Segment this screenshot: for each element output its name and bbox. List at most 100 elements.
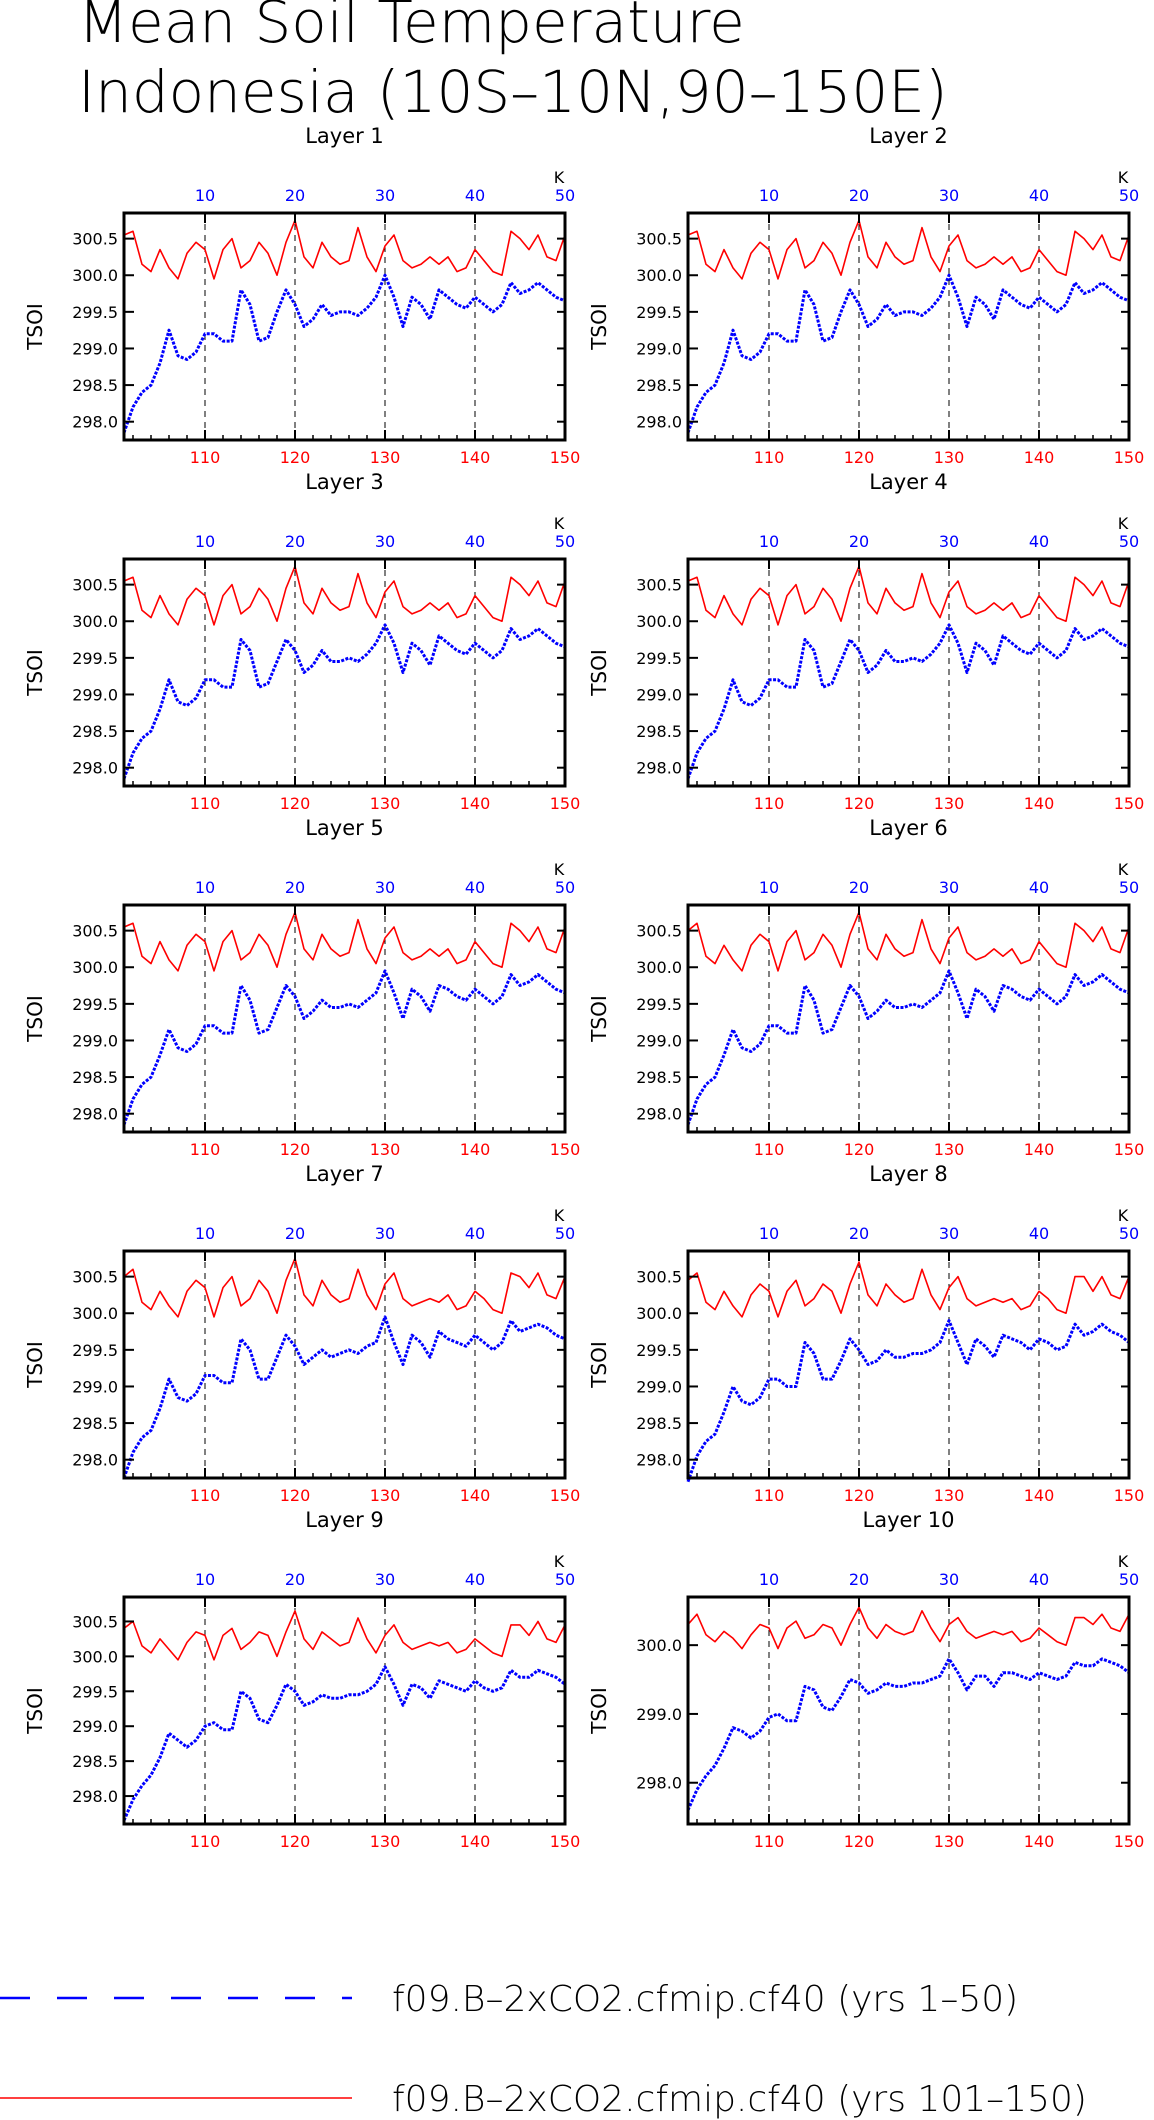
y-tick-label: 300.5 — [72, 922, 118, 941]
series-yrs-101-150-line — [123, 911, 566, 972]
panel-title: Layer 1 — [305, 124, 384, 148]
x-tick-label-top: 50 — [1119, 1570, 1139, 1589]
y-tick-label: 300.5 — [72, 230, 118, 249]
x-tick-label-bottom: 130 — [934, 448, 965, 467]
x-tick-label-top: 20 — [849, 1570, 869, 1589]
x-tick-label-top: 10 — [759, 532, 779, 551]
x-tick-label-top: 20 — [849, 878, 869, 897]
chart-panel-3: Layer 3 298.0 298.5 299.0 299.5 300.0 300.5 TSO… — [23, 470, 580, 813]
x-tick-label-bottom: 140 — [1024, 1486, 1055, 1505]
x-tick-label-top: 50 — [555, 1570, 575, 1589]
plot-frame — [122, 557, 567, 788]
panel-title: Layer 3 — [305, 470, 384, 494]
y-axis-label: TSOI — [587, 303, 611, 351]
x-tick-label-top: 40 — [1029, 878, 1049, 897]
x-tick-label-top: 20 — [849, 1224, 869, 1243]
top-axis-unit-label: K — [554, 860, 565, 879]
y-tick-label: 299.0 — [72, 1031, 118, 1050]
y-axis-label: TSOI — [587, 995, 611, 1043]
x-tick-label-bottom: 130 — [934, 794, 965, 813]
x-tick-label-top: 20 — [285, 1224, 305, 1243]
series-yrs-101-150-line — [123, 1610, 566, 1661]
x-tick-label-bottom: 120 — [844, 448, 875, 467]
x-tick-label-top: 10 — [195, 1224, 215, 1243]
x-tick-label-bottom: 110 — [754, 794, 785, 813]
y-tick-label: 299.0 — [72, 1377, 118, 1396]
y-tick-label: 300.5 — [72, 576, 118, 595]
y-tick-label: 298.5 — [72, 1414, 118, 1433]
chart-panel-1: Layer 1 298.0 298.5 299.0 299.5 300.0 300.5 TSO… — [23, 124, 580, 467]
top-axis-unit-label: K — [1118, 514, 1129, 533]
legend-label-1: f09.B–2xCO2.cfmip.cf40 (yrs 1–50) — [392, 1979, 1018, 2020]
y-tick-label: 298.5 — [72, 376, 118, 395]
x-tick-label-bottom: 130 — [370, 448, 401, 467]
x-tick-label-bottom: 110 — [190, 794, 221, 813]
x-tick-label-top: 20 — [285, 1570, 305, 1589]
y-tick-label: 299.0 — [636, 1705, 682, 1724]
x-tick-label-top: 40 — [1029, 532, 1049, 551]
x-tick-label-top: 50 — [555, 186, 575, 205]
y-tick-label: 300.0 — [636, 1636, 682, 1655]
y-tick-label: 299.5 — [636, 649, 682, 668]
x-tick-label-top: 10 — [759, 878, 779, 897]
panel-title: Layer 10 — [863, 1508, 955, 1532]
x-tick-label-bottom: 120 — [280, 794, 311, 813]
y-tick-label: 299.0 — [72, 685, 118, 704]
y-axis-label: TSOI — [587, 649, 611, 697]
y-tick-label: 299.5 — [72, 1682, 118, 1701]
x-tick-label-bottom: 150 — [550, 794, 581, 813]
panel-title: Layer 4 — [869, 470, 948, 494]
x-tick-label-bottom: 150 — [1114, 1832, 1145, 1851]
x-tick-label-bottom: 110 — [754, 1486, 785, 1505]
x-tick-label-bottom: 140 — [1024, 1140, 1055, 1159]
x-tick-label-bottom: 150 — [1114, 1140, 1145, 1159]
series-yrs-1-50-line — [122, 1315, 566, 1479]
top-axis-unit-label: K — [1118, 168, 1129, 187]
plot-frame — [686, 903, 1131, 1134]
panel-title: Layer 2 — [869, 124, 948, 148]
y-tick-label: 300.0 — [636, 1304, 682, 1323]
x-tick-label-bottom: 130 — [934, 1140, 965, 1159]
y-tick-label: 298.5 — [72, 1068, 118, 1087]
y-tick-label: 300.0 — [636, 958, 682, 977]
y-tick-label: 300.0 — [636, 612, 682, 631]
y-tick-label: 298.5 — [72, 722, 118, 741]
y-tick-label: 299.5 — [72, 649, 118, 668]
x-tick-label-bottom: 140 — [460, 448, 491, 467]
x-tick-label-top: 10 — [195, 878, 215, 897]
x-tick-label-bottom: 110 — [754, 1832, 785, 1851]
y-tick-label: 298.0 — [636, 1105, 682, 1124]
x-tick-label-bottom: 130 — [934, 1486, 965, 1505]
top-axis-unit-label: K — [554, 1552, 565, 1571]
x-tick-label-bottom: 110 — [190, 1832, 221, 1851]
x-tick-label-top: 30 — [375, 1224, 395, 1243]
legend-label-2: f09.B–2xCO2.cfmip.cf40 (yrs 101–150) — [392, 2079, 1087, 2120]
x-tick-label-top: 30 — [375, 1570, 395, 1589]
x-tick-label-top: 20 — [285, 878, 305, 897]
x-tick-label-top: 30 — [375, 878, 395, 897]
series-yrs-101-150-line — [123, 565, 566, 626]
y-tick-label: 299.5 — [636, 995, 682, 1014]
plot-frame — [686, 211, 1131, 442]
series-yrs-1-50-line — [686, 273, 1130, 434]
y-tick-label: 300.0 — [72, 266, 118, 285]
x-tick-label-top: 50 — [555, 1224, 575, 1243]
y-tick-label: 299.5 — [636, 1341, 682, 1360]
x-tick-label-bottom: 150 — [1114, 794, 1145, 813]
y-tick-label: 298.5 — [636, 1414, 682, 1433]
x-tick-label-top: 30 — [939, 532, 959, 551]
x-tick-label-top: 40 — [465, 1224, 485, 1243]
x-tick-label-top: 50 — [1119, 878, 1139, 897]
y-tick-label: 299.5 — [72, 303, 118, 322]
x-tick-label-top: 40 — [1029, 1224, 1049, 1243]
y-tick-label: 298.5 — [72, 1752, 118, 1771]
x-tick-label-top: 10 — [759, 1570, 779, 1589]
x-tick-label-bottom: 120 — [844, 1832, 875, 1851]
x-tick-label-bottom: 150 — [1114, 448, 1145, 467]
x-tick-label-bottom: 150 — [550, 448, 581, 467]
x-tick-label-bottom: 120 — [844, 1486, 875, 1505]
x-tick-label-top: 50 — [555, 878, 575, 897]
y-tick-label: 298.0 — [636, 413, 682, 432]
series-yrs-1-50-line — [122, 273, 566, 434]
x-tick-label-top: 10 — [759, 186, 779, 205]
